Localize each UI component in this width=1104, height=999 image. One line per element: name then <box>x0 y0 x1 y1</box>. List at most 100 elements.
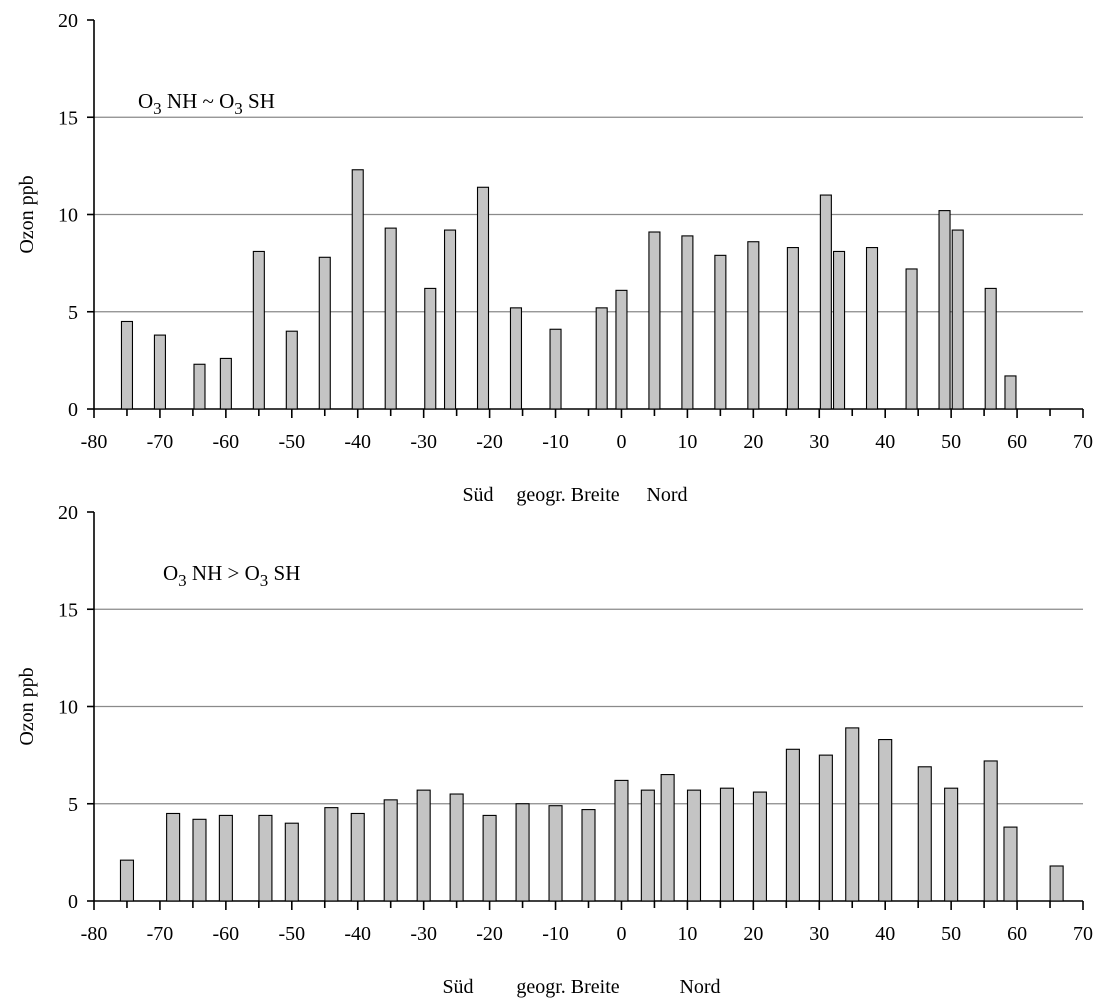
top-bar <box>424 287 437 410</box>
top-bar <box>549 328 562 410</box>
top-bar <box>193 363 206 410</box>
bottom-x-tick-label: -20 <box>476 923 503 945</box>
bottom-bar <box>917 766 932 902</box>
bottom-bar <box>686 789 702 902</box>
bottom-bar <box>785 748 800 902</box>
bottom-y-axis-label: Ozon ppb <box>16 667 38 745</box>
top-bar <box>786 247 799 410</box>
bottom-annotation-a: O <box>163 561 178 585</box>
bottom-bar <box>515 803 530 902</box>
bottom-bar <box>640 789 655 902</box>
bottom-y-tick-label: 0 <box>68 891 78 913</box>
top-x-tick-label: -20 <box>476 431 503 453</box>
bottom-bar <box>383 799 398 902</box>
bottom-x-tick-label: 10 <box>677 923 697 945</box>
bottom-bar <box>1003 826 1018 902</box>
bottom-bar <box>845 727 860 902</box>
top-bar <box>318 256 331 410</box>
top-y-tick-label: 5 <box>68 302 78 324</box>
top-x-tick-label: -30 <box>410 431 437 453</box>
bottom-x-axis-label-left: Süd <box>442 976 473 998</box>
top-y-axis-label: Ozon ppb <box>16 175 38 253</box>
bottom-bar <box>944 787 959 902</box>
bottom-bar <box>548 805 563 902</box>
top-bar <box>476 186 490 410</box>
top-bar <box>443 229 457 410</box>
bottom-x-tick-label: -40 <box>344 923 371 945</box>
top-bar <box>951 229 964 410</box>
chart-panel-top: 0 5 10 15 20 -80 -70 -60 -50 -40 -30 -20 -10 0 10 20 30 4… <box>16 10 1093 506</box>
top-y-tick-label: 15 <box>58 107 78 129</box>
bottom-y-tick-label: 15 <box>58 599 78 621</box>
bottom-bar <box>350 812 365 902</box>
top-x-axis-label-right: Nord <box>646 484 687 506</box>
chart-panel-bottom: 0 5 10 15 20 -80 -70 -60 -50 -40 -30 -20 -10 0 10 20 30 4… <box>16 502 1093 998</box>
top-bar <box>509 307 523 410</box>
bottom-bar <box>719 787 735 902</box>
top-bar <box>384 227 397 410</box>
bottom-x-tick-label: -30 <box>410 923 437 945</box>
bottom-bar <box>192 818 207 902</box>
bottom-bar <box>119 859 135 902</box>
bottom-bar <box>660 774 675 902</box>
top-y-tick-label: 10 <box>58 205 78 227</box>
bottom-x-tick-label: -60 <box>213 923 240 945</box>
top-annotation-end: SH <box>243 89 275 113</box>
bottom-x-axis-label-center: geogr. Breite <box>516 976 619 998</box>
bottom-bar <box>258 814 273 902</box>
bottom-annotation: O3 NH > O3 SH <box>163 561 300 590</box>
bottom-x-axis-label-right: Nord <box>679 976 720 998</box>
top-bar <box>865 247 879 410</box>
top-bar <box>252 250 265 410</box>
top-bar <box>681 235 694 410</box>
top-annotation: O3 NH ~ O3 SH <box>138 89 275 118</box>
bottom-annotation-a-sub: 3 <box>178 571 187 590</box>
top-bar <box>351 169 364 410</box>
bottom-annotation-mid: NH > O <box>187 561 260 585</box>
top-x-tick-label: 60 <box>1007 431 1027 453</box>
top-bar <box>285 330 298 410</box>
top-bar <box>648 231 661 410</box>
top-bar <box>615 289 628 410</box>
bottom-annotation-b-sub: 3 <box>260 571 269 590</box>
top-bar <box>714 254 727 410</box>
bottom-bar <box>324 807 339 902</box>
top-bar <box>153 334 166 410</box>
top-x-tick-label: 40 <box>875 431 895 453</box>
top-x-tick-label: -40 <box>344 431 371 453</box>
top-y-tick-label: 0 <box>68 399 78 421</box>
top-bar <box>938 210 951 410</box>
top-bar <box>219 357 232 410</box>
top-bar <box>747 241 760 410</box>
bottom-bar <box>983 760 998 902</box>
bottom-x-tick-label: -80 <box>81 923 108 945</box>
top-x-axis-label-left: Süd <box>462 484 493 506</box>
top-x-tick-label: 0 <box>616 431 626 453</box>
bottom-bar <box>482 814 497 902</box>
bottom-bar <box>878 739 893 902</box>
top-x-axis-label-center: geogr. Breite <box>516 484 619 506</box>
top-x-tick-label: -50 <box>278 431 305 453</box>
top-x-tick-label: 70 <box>1073 431 1093 453</box>
top-bar <box>984 287 997 410</box>
bottom-bar <box>284 822 299 902</box>
bottom-bar <box>449 793 464 902</box>
top-bar <box>819 194 832 410</box>
bottom-bar <box>218 814 233 902</box>
bottom-x-tick-label: -70 <box>147 923 174 945</box>
top-annotation-a: O <box>138 89 153 113</box>
bottom-x-tick-label: 70 <box>1073 923 1093 945</box>
bottom-bar <box>416 789 431 902</box>
top-x-tick-label: 30 <box>809 431 829 453</box>
top-bar <box>120 320 134 410</box>
bottom-y-tick-label: 20 <box>58 502 78 524</box>
bottom-y-tick-label: 10 <box>58 697 78 719</box>
top-bar <box>1004 375 1017 410</box>
bottom-bar <box>581 809 596 902</box>
top-annotation-mid: NH ~ O <box>162 89 235 113</box>
bottom-x-tick-label: 50 <box>941 923 961 945</box>
top-x-tick-label: 50 <box>941 431 961 453</box>
top-annotation-a-sub: 3 <box>153 99 162 118</box>
bottom-bar <box>166 812 181 902</box>
